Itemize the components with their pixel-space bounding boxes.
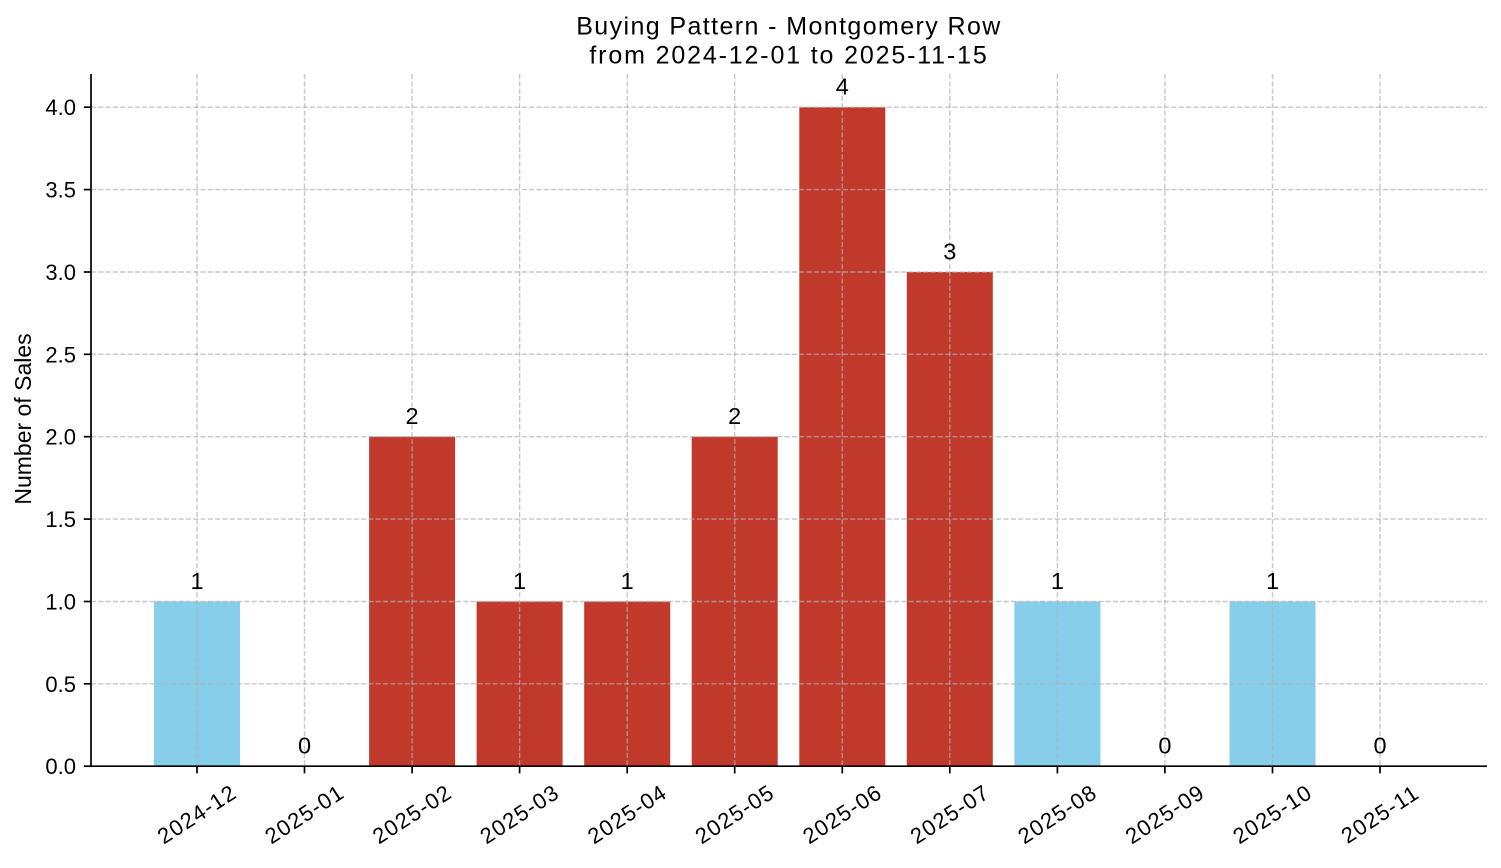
svg-text:1: 1 — [513, 568, 526, 594]
svg-text:1: 1 — [1266, 568, 1279, 594]
svg-text:2025-04: 2025-04 — [583, 779, 671, 849]
svg-text:2025-09: 2025-09 — [1121, 779, 1209, 849]
svg-text:2025-11: 2025-11 — [1337, 780, 1424, 849]
svg-text:0: 0 — [1158, 733, 1171, 759]
svg-text:2: 2 — [406, 403, 419, 429]
svg-text:1: 1 — [621, 568, 634, 594]
svg-text:2025-01: 2025-01 — [260, 779, 348, 849]
svg-text:2025-07: 2025-07 — [906, 779, 994, 849]
svg-text:0: 0 — [1373, 733, 1386, 759]
svg-text:2025-10: 2025-10 — [1228, 779, 1316, 849]
svg-text:2025-05: 2025-05 — [691, 779, 779, 849]
svg-text:2025-06: 2025-06 — [798, 779, 886, 849]
svg-text:2025-08: 2025-08 — [1013, 779, 1101, 849]
svg-text:3.5: 3.5 — [45, 178, 76, 203]
svg-text:1.0: 1.0 — [45, 590, 76, 615]
svg-text:0: 0 — [298, 733, 311, 759]
svg-text:4.0: 4.0 — [45, 95, 76, 120]
svg-text:Buying Pattern - Montgomery Ro: Buying Pattern - Montgomery Row — [576, 13, 1002, 41]
svg-text:0.0: 0.0 — [45, 754, 76, 779]
svg-text:3.0: 3.0 — [45, 260, 76, 285]
svg-text:3: 3 — [943, 239, 956, 265]
svg-text:1.5: 1.5 — [45, 507, 76, 532]
svg-text:2: 2 — [728, 403, 741, 429]
svg-text:Number of Sales: Number of Sales — [10, 333, 36, 504]
svg-text:2.0: 2.0 — [45, 425, 76, 450]
svg-text:1: 1 — [1051, 568, 1064, 594]
svg-text:0.5: 0.5 — [45, 672, 76, 697]
svg-text:2025-03: 2025-03 — [475, 779, 563, 849]
svg-text:2025-02: 2025-02 — [368, 779, 456, 849]
svg-text:4: 4 — [836, 74, 849, 100]
svg-text:2024-12: 2024-12 — [153, 779, 241, 849]
svg-text:from 2024-12-01 to 2025-11-15: from 2024-12-01 to 2025-11-15 — [589, 42, 988, 70]
svg-text:2.5: 2.5 — [45, 342, 76, 367]
svg-text:1: 1 — [190, 568, 203, 594]
